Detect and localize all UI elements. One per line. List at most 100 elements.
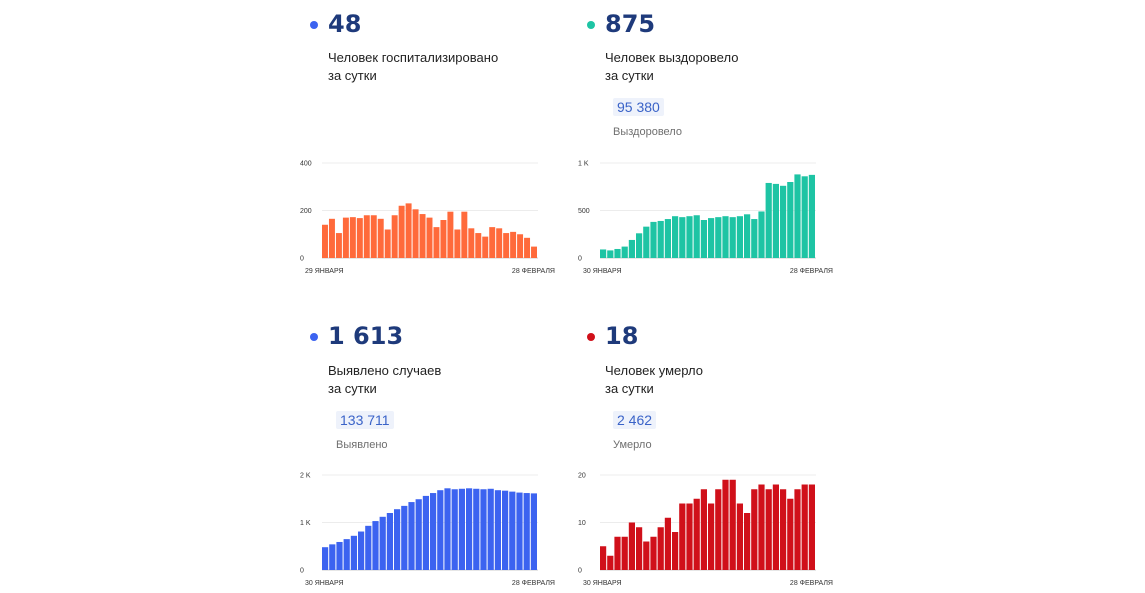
bar (664, 517, 671, 570)
bar (693, 498, 700, 570)
y-tick-label: 2 K (300, 473, 311, 480)
hospitalized-chart: 0 200 400 29 ЯНВАРЯ 28 ФЕВРАЛЯ (300, 161, 555, 276)
bar (437, 490, 444, 570)
deaths-count: 18 (605, 322, 639, 350)
bar (422, 495, 429, 570)
detected-chart: 0 1 K 2 K 30 ЯНВАРЯ 28 ФЕВРАЛЯ (300, 473, 555, 588)
x-end-label: 28 ФЕВРАЛЯ (790, 580, 833, 587)
recovered-total-label: Выздоровело (613, 126, 682, 138)
bar (722, 479, 729, 570)
deaths-description-line2: за сутки (605, 381, 654, 396)
bar (729, 479, 736, 570)
detected-description-line1: Выявлено случаев (328, 363, 442, 378)
bar (461, 211, 468, 258)
bar (466, 488, 473, 570)
detected-total: 133 711 (336, 411, 394, 429)
bar (808, 174, 815, 258)
bar (715, 217, 722, 258)
bar (700, 489, 707, 570)
bar (715, 489, 722, 570)
bar (496, 228, 503, 258)
bar (336, 541, 343, 570)
bar (524, 237, 531, 258)
recovered-description-line1: Человек выздоровело (605, 50, 739, 65)
bar (458, 488, 465, 570)
bar (401, 505, 408, 570)
bar (335, 233, 342, 258)
bar (772, 183, 779, 258)
y-tick-label: 0 (300, 568, 304, 575)
y-tick-label: 400 (300, 161, 312, 168)
bar (686, 503, 693, 570)
bar (751, 219, 758, 258)
x-start-label: 30 ЯНВАРЯ (583, 580, 622, 587)
y-tick-label: 500 (578, 208, 590, 215)
x-start-label: 30 ЯНВАРЯ (583, 268, 622, 275)
bar (636, 233, 643, 258)
bar (322, 224, 328, 258)
bar (329, 544, 336, 570)
y-tick-label: 200 (300, 208, 312, 215)
bar (322, 547, 329, 570)
bar (621, 246, 628, 258)
bar (502, 490, 509, 570)
recovered-chart: 0 500 1 K 30 ЯНВАРЯ 28 ФЕВРАЛЯ (578, 161, 833, 276)
bar (433, 227, 440, 258)
bar (686, 216, 693, 258)
deaths-legend-dot (587, 333, 595, 341)
bar (643, 226, 650, 258)
bar (412, 209, 419, 258)
bar (444, 488, 451, 570)
bar (430, 493, 437, 570)
bar (758, 211, 765, 258)
bar (765, 182, 772, 258)
bar (744, 513, 751, 570)
bar (650, 221, 657, 258)
bar (780, 185, 787, 258)
bar (516, 492, 523, 570)
bar (664, 219, 671, 258)
bar (386, 513, 393, 570)
bar (700, 220, 707, 258)
bar (451, 489, 458, 570)
bar (379, 516, 386, 570)
bar (349, 217, 356, 258)
bar (510, 231, 517, 258)
bar (415, 499, 422, 570)
bar (657, 220, 664, 258)
bar (482, 236, 489, 258)
bar (736, 216, 743, 258)
bar (356, 218, 363, 258)
y-tick-label: 0 (578, 568, 582, 575)
y-tick-label: 0 (300, 256, 304, 263)
hospitalized-legend-dot (310, 21, 318, 29)
recovered-total: 95 380 (613, 98, 664, 116)
detected-legend-dot (310, 333, 318, 341)
bar (530, 493, 537, 570)
x-end-label: 28 ФЕВРАЛЯ (512, 580, 555, 587)
bar (772, 484, 779, 570)
bar (487, 488, 494, 570)
bar (794, 489, 801, 570)
x-end-label: 28 ФЕВРАЛЯ (790, 268, 833, 275)
bar (473, 488, 480, 570)
detected-total-label: Выявлено (336, 439, 388, 451)
bar (722, 216, 729, 258)
bar (693, 215, 700, 258)
detected-count: 1 613 (328, 322, 404, 350)
bar (614, 248, 621, 258)
recovered-description-line2: за сутки (605, 68, 654, 83)
bar (377, 218, 384, 258)
bar (729, 217, 736, 258)
bar (447, 211, 454, 258)
x-start-label: 30 ЯНВАРЯ (305, 580, 344, 587)
bar (744, 214, 751, 258)
bar (358, 531, 365, 570)
hospitalized-description-line1: Человек госпитализировано (328, 50, 499, 65)
bar (801, 176, 808, 258)
bar (391, 215, 398, 258)
bar (600, 546, 607, 570)
bar (736, 503, 743, 570)
bar (509, 491, 516, 570)
bar (372, 521, 379, 570)
